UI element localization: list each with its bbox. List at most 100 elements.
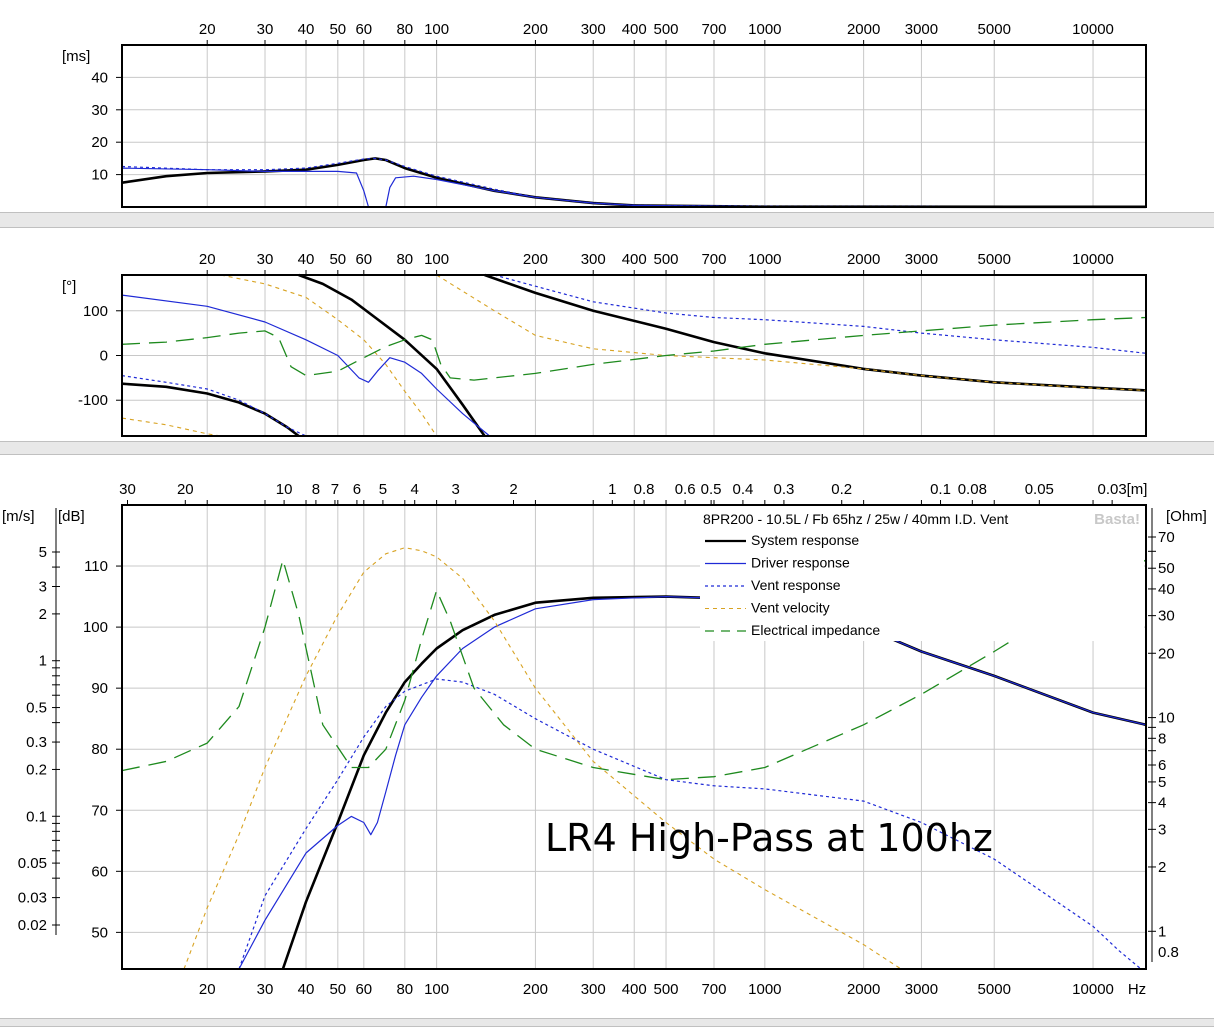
panel2-x-tick-label: 1000 xyxy=(748,251,781,268)
panel3-wavelength-tick-label: 4 xyxy=(411,481,419,498)
velocity-tick-label: 0.2 xyxy=(26,761,47,778)
impedance-tick-label: 10 xyxy=(1158,710,1175,727)
panel1-x-tick-label: 30 xyxy=(257,21,274,38)
panel2-y-tick-label: 100 xyxy=(83,303,108,320)
panel3-y-tick-label: 90 xyxy=(91,680,108,697)
legend-label-vent-velocity: Vent velocity xyxy=(751,600,830,616)
panel3-series-vent-response xyxy=(238,678,1142,970)
panel3-y-tick-label: 100 xyxy=(83,619,108,636)
panel3-wavelength-tick-label: 0.5 xyxy=(701,481,722,498)
panel3-x-tick-label: 500 xyxy=(654,981,679,998)
impedance-tick-label: 2 xyxy=(1158,859,1166,876)
panel2-series-vent-velocity-phase xyxy=(121,274,1147,437)
panel1-y-tick-label: 10 xyxy=(91,167,108,184)
panel3-wavelength-tick-label: 0.6 xyxy=(675,481,696,498)
velocity-tick-label: 1 xyxy=(39,653,47,670)
panel2-x-tick-label: 5000 xyxy=(978,251,1011,268)
panel1-y-axis-label: [ms] xyxy=(62,48,90,65)
panel2-plot-frame xyxy=(121,274,1147,437)
panel1-x-tick-label: 400 xyxy=(622,21,647,38)
panel1-x-tick-label: 5000 xyxy=(978,21,1011,38)
panel1-x-tick-label: 60 xyxy=(355,21,372,38)
panel3-y-tick-label: 110 xyxy=(84,558,108,575)
panel2-x-tick-label: 500 xyxy=(654,251,679,268)
panel3-x-tick-label: 700 xyxy=(701,981,726,998)
panel1-plot-frame xyxy=(121,44,1147,208)
legend-label-electrical-impedance: Electrical impedance xyxy=(751,622,880,638)
panel2-x-tick-label: 80 xyxy=(396,251,413,268)
velocity-axis-label: [m/s] xyxy=(2,508,35,525)
impedance-tick-label: 0.8 xyxy=(1158,944,1179,961)
panel1-x-tick-label: 40 xyxy=(298,21,315,38)
impedance-tick-label: 70 xyxy=(1158,529,1175,546)
panel3-wavelength-unit-label: [m] xyxy=(1127,481,1148,498)
impedance-tick-label: 50 xyxy=(1158,560,1175,577)
panel3-series-vent-velocity xyxy=(183,547,902,970)
panel1-y-tick-label: 30 xyxy=(91,102,108,119)
panel3-wavelength-tick-label: 8 xyxy=(312,481,320,498)
panel1-x-tick-label: 300 xyxy=(581,21,606,38)
velocity-tick-label: 2 xyxy=(39,606,47,623)
panel2-x-tick-label: 2000 xyxy=(847,251,880,268)
panel1-x-tick-label: 1000 xyxy=(748,21,781,38)
panel2-y-tick-label: 0 xyxy=(100,348,108,365)
panel3-x-tick-label: 80 xyxy=(396,981,413,998)
impedance-tick-label: 6 xyxy=(1158,757,1166,774)
panel3-x-tick-label: 50 xyxy=(329,981,346,998)
panel1-x-tick-label: 200 xyxy=(523,21,548,38)
panel2-x-tick-label: 10000 xyxy=(1072,251,1114,268)
velocity-tick-label: 0.02 xyxy=(18,917,47,934)
panel1-x-tick-label: 500 xyxy=(654,21,679,38)
panel3-y-tick-label: 70 xyxy=(91,802,108,819)
panel2-x-tick-label: 700 xyxy=(701,251,726,268)
panel3-x-tick-label: 2000 xyxy=(847,981,880,998)
panel2-series-vent-response-phase xyxy=(121,274,1147,437)
panel2-x-tick-label: 200 xyxy=(523,251,548,268)
panel3-y-tick-label: 50 xyxy=(91,924,108,941)
velocity-tick-label: 0.5 xyxy=(26,700,47,717)
velocity-tick-label: 5 xyxy=(39,544,47,561)
panel3-x-tick-label: 100 xyxy=(424,981,449,998)
panel2-x-tick-label: 300 xyxy=(581,251,606,268)
panel2-x-tick-label: 60 xyxy=(355,251,372,268)
impedance-axis-label: [Ohm] xyxy=(1166,508,1207,525)
panel3-x-tick-label: 1000 xyxy=(748,981,781,998)
legend-title: 8PR200 - 10.5L / Fb 65hz / 25w / 40mm I.… xyxy=(703,511,1008,527)
panel3-x-tick-label: 20 xyxy=(199,981,216,998)
panel1-x-tick-label: 80 xyxy=(396,21,413,38)
panel2-x-tick-label: 20 xyxy=(199,251,216,268)
panel1-x-tick-label: 2000 xyxy=(847,21,880,38)
watermark-logo: Basta! xyxy=(1094,511,1140,528)
panel2-series-electrical-impedance-phase xyxy=(121,316,1147,381)
panel3-wavelength-tick-label: 0.03 xyxy=(1098,481,1127,498)
velocity-tick-label: 0.05 xyxy=(18,855,47,872)
panel3-x-tick-label: 3000 xyxy=(905,981,938,998)
panel2-x-tick-label: 3000 xyxy=(905,251,938,268)
panel3-wavelength-tick-label: 0.3 xyxy=(773,481,794,498)
panel1-series-vent-response-group-delay xyxy=(121,157,1147,208)
panel2-x-tick-label: 400 xyxy=(622,251,647,268)
impedance-tick-label: 4 xyxy=(1158,795,1166,812)
panel3-wavelength-tick-label: 6 xyxy=(353,481,361,498)
panel2-x-tick-label: 100 xyxy=(424,251,449,268)
legend-label-vent-response: Vent response xyxy=(751,577,841,593)
panel1-x-tick-label: 100 xyxy=(424,21,449,38)
panel3-wavelength-tick-label: 7 xyxy=(331,481,339,498)
panel1-x-tick-label: 700 xyxy=(701,21,726,38)
panel3-y-tick-label: 80 xyxy=(91,741,108,758)
panel3-x-tick-label: 10000 xyxy=(1072,981,1114,998)
impedance-tick-label: 30 xyxy=(1158,608,1175,625)
velocity-tick-label: 3 xyxy=(39,579,47,596)
panel2-series-driver-response-phase xyxy=(121,294,490,437)
panel2-y-tick-label: -100 xyxy=(78,392,108,409)
panel3-wavelength-tick-label: 2 xyxy=(509,481,517,498)
legend-label-driver-response: Driver response xyxy=(751,555,850,571)
pane-separator[interactable] xyxy=(0,212,1214,228)
panel1-series-driver-response-group-delay xyxy=(121,167,1147,208)
panel3-wavelength-tick-label: 0.8 xyxy=(634,481,655,498)
pane-separator[interactable] xyxy=(0,441,1214,455)
panel1-x-tick-label: 10000 xyxy=(1072,21,1114,38)
annotation-caption: LR4 High-Pass at 100hz xyxy=(545,816,993,860)
panel3-wavelength-tick-label: 10 xyxy=(276,481,293,498)
